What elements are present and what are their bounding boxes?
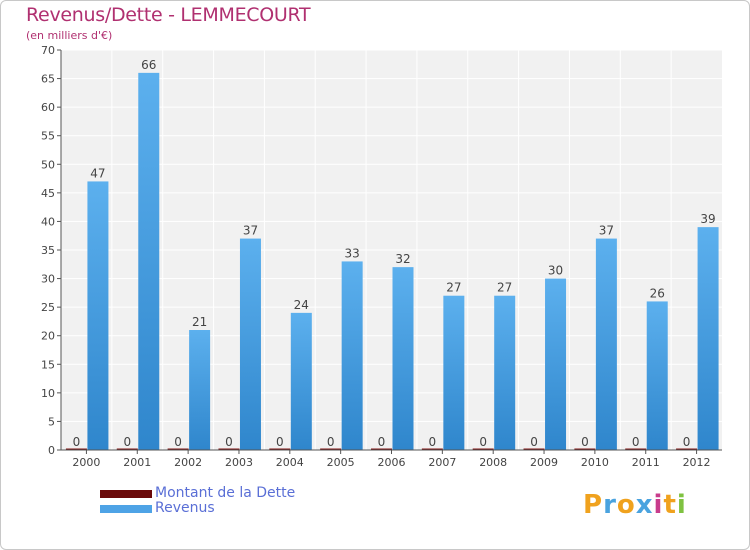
data-label-revenus: 32 — [395, 252, 410, 266]
data-label-revenus: 37 — [599, 224, 614, 238]
logo-letter: t — [663, 490, 677, 520]
x-tick-label: 2001 — [123, 456, 151, 469]
data-label-revenus: 21 — [192, 315, 207, 329]
x-tick-label: 2000 — [72, 456, 100, 469]
bar-dette — [269, 448, 291, 450]
bar-revenus — [595, 238, 617, 450]
x-tick-label: 2011 — [632, 456, 660, 469]
bar-dette — [472, 448, 494, 450]
bars: 0 47 0 66 0 21 0 37 0 24 0 33 0 32 0 27 0 27 0 30 0 37 0 26 0 39 — [65, 58, 719, 450]
bar-revenus — [87, 181, 109, 450]
bar-dette — [523, 448, 545, 450]
data-label-dette: 0 — [632, 435, 640, 449]
bar-revenus — [494, 295, 516, 450]
x-tick-label: 2003 — [225, 456, 253, 469]
data-label-dette: 0 — [225, 435, 233, 449]
data-label-dette: 0 — [581, 435, 589, 449]
data-label-revenus: 27 — [446, 281, 461, 295]
bar-revenus — [239, 238, 261, 450]
logo-letter: o — [616, 490, 636, 520]
y-tick-label: 35 — [41, 244, 55, 257]
x-tick-label: 2009 — [530, 456, 558, 469]
y-tick-label: 55 — [41, 130, 55, 143]
bar-dette — [421, 448, 443, 450]
y-tick-label: 40 — [41, 215, 55, 228]
data-label-revenus: 39 — [700, 212, 715, 226]
y-tick-label: 10 — [41, 387, 55, 400]
data-label-revenus: 37 — [243, 224, 258, 238]
y-tick-label: 70 — [41, 44, 55, 57]
y-tick-label: 60 — [41, 101, 55, 114]
logo-letter: i — [676, 490, 687, 520]
bar-dette — [574, 448, 596, 450]
bar-revenus — [341, 261, 363, 450]
data-label-dette: 0 — [429, 435, 437, 449]
data-label-dette: 0 — [683, 435, 691, 449]
y-tick-label: 50 — [41, 158, 55, 171]
bar-revenus — [545, 278, 567, 450]
x-tick-label: 2005 — [327, 456, 355, 469]
bar-dette — [371, 448, 392, 450]
bar-revenus — [646, 301, 668, 450]
y-tick-label: 15 — [41, 358, 55, 371]
legend-swatch-dette — [100, 490, 152, 498]
bar-revenus — [189, 330, 211, 450]
data-label-dette: 0 — [276, 435, 284, 449]
chart-title: Revenus/Dette - LEMMECOURT — [26, 4, 311, 26]
bar-revenus — [138, 72, 160, 450]
bar-revenus — [392, 267, 414, 450]
data-label-dette: 0 — [378, 435, 386, 449]
data-label-dette: 0 — [73, 435, 81, 449]
bar-revenus — [697, 227, 719, 450]
data-label-revenus: 66 — [141, 58, 156, 72]
x-tick-label: 2012 — [683, 456, 711, 469]
bar-dette — [116, 448, 138, 450]
x-tick-label: 2006 — [378, 456, 406, 469]
data-label-revenus: 24 — [294, 298, 309, 312]
data-label-dette: 0 — [530, 435, 538, 449]
legend-label-revenus: Revenus — [155, 500, 215, 516]
data-label-dette: 0 — [174, 435, 182, 449]
chart-subtitle: (en milliers d'€) — [26, 29, 113, 42]
y-tick-label: 65 — [41, 73, 55, 86]
y-tick-label: 45 — [41, 187, 55, 200]
data-label-revenus: 33 — [345, 246, 360, 260]
data-label-revenus: 26 — [650, 286, 665, 300]
bar-dette — [65, 448, 87, 450]
bar-revenus — [290, 312, 312, 450]
x-tick-label: 2004 — [276, 456, 304, 469]
y-tick-label: 30 — [41, 273, 55, 286]
data-label-dette: 0 — [327, 435, 335, 449]
bar-dette — [167, 448, 189, 450]
y-tick-label: 25 — [41, 301, 55, 314]
data-label-revenus: 30 — [548, 264, 563, 278]
legend-swatch-revenus — [100, 505, 152, 513]
bar-dette — [320, 448, 342, 450]
logo-letter: r — [603, 490, 617, 520]
y-tick-label: 20 — [41, 330, 55, 343]
data-label-dette: 0 — [479, 435, 487, 449]
logo-letter: P — [583, 490, 604, 520]
bar-dette — [625, 448, 647, 450]
x-tick-label: 2010 — [581, 456, 609, 469]
legend-label-dette: Montant de la Dette — [155, 485, 296, 501]
logo-letter: i — [653, 490, 664, 520]
axes: 0 5 10 15 20 25 30 35 40 45 50 55 60 65 70 2000 2001 2002… — [41, 44, 722, 469]
proxiti-logo: Proxiti — [583, 490, 687, 520]
x-tick-label: 2008 — [479, 456, 507, 469]
data-label-revenus: 47 — [90, 166, 105, 180]
x-tick-label: 2002 — [174, 456, 202, 469]
data-label-dette: 0 — [123, 435, 131, 449]
data-label-revenus: 27 — [497, 281, 512, 295]
y-tick-label: 5 — [48, 415, 55, 428]
x-tick-label: 2007 — [428, 456, 456, 469]
logo-letter: x — [635, 490, 654, 520]
bar-revenus — [443, 295, 465, 450]
y-tick-label: 0 — [48, 444, 55, 457]
bar-dette — [218, 448, 240, 450]
bar-dette — [676, 448, 698, 450]
